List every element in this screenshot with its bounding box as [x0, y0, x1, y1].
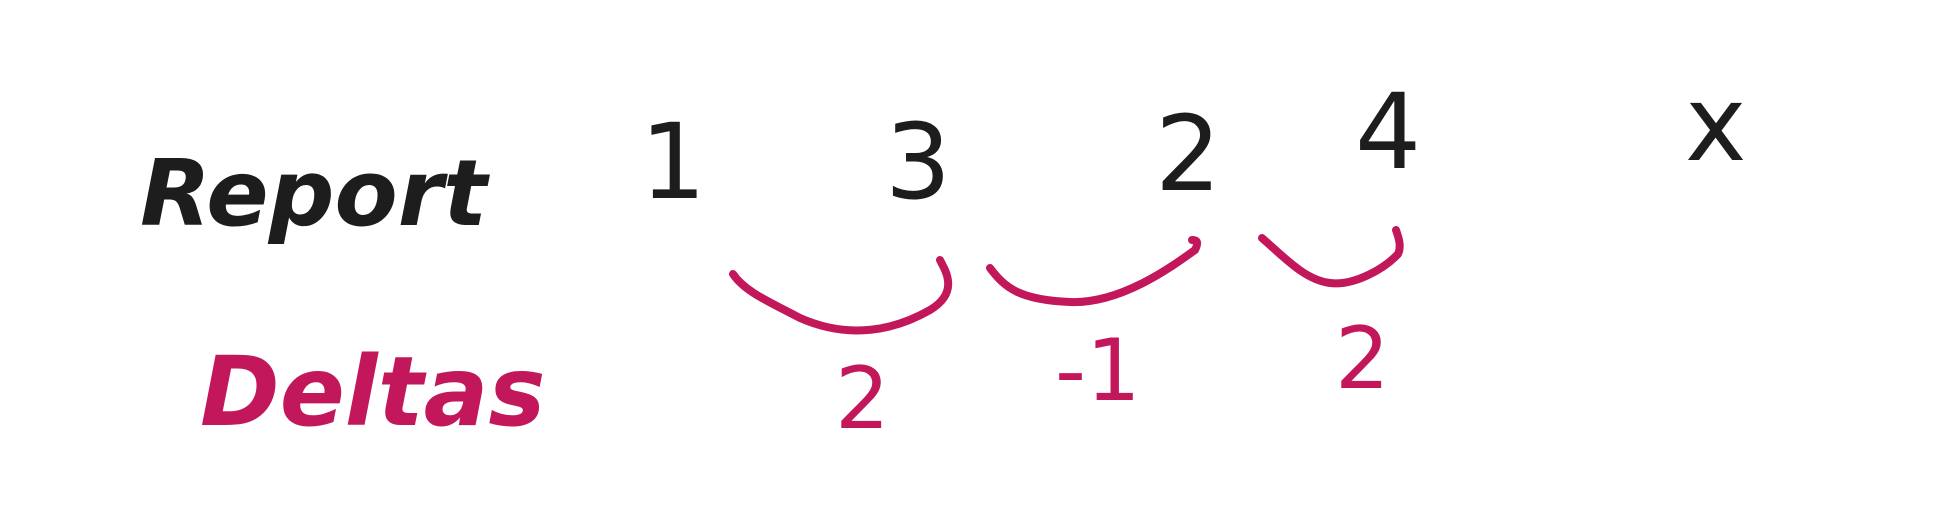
- report-value-4: 4: [1355, 71, 1421, 193]
- deltas-row-label: Deltas: [200, 336, 546, 448]
- delta-arc-3: [1258, 226, 1404, 288]
- delta-arc-2: [986, 236, 1202, 307]
- delta-value-2: -1: [1055, 321, 1141, 421]
- report-value-5: x: [1685, 63, 1747, 185]
- report-value-3: 2: [1155, 93, 1221, 215]
- report-row-label: Report: [140, 140, 490, 247]
- delta-value-1: 2: [835, 349, 890, 449]
- report-value-1: 1: [640, 101, 706, 223]
- report-value-2: 3: [885, 101, 951, 223]
- delta-arc-1: [729, 256, 953, 335]
- delta-value-3: 2: [1335, 309, 1390, 409]
